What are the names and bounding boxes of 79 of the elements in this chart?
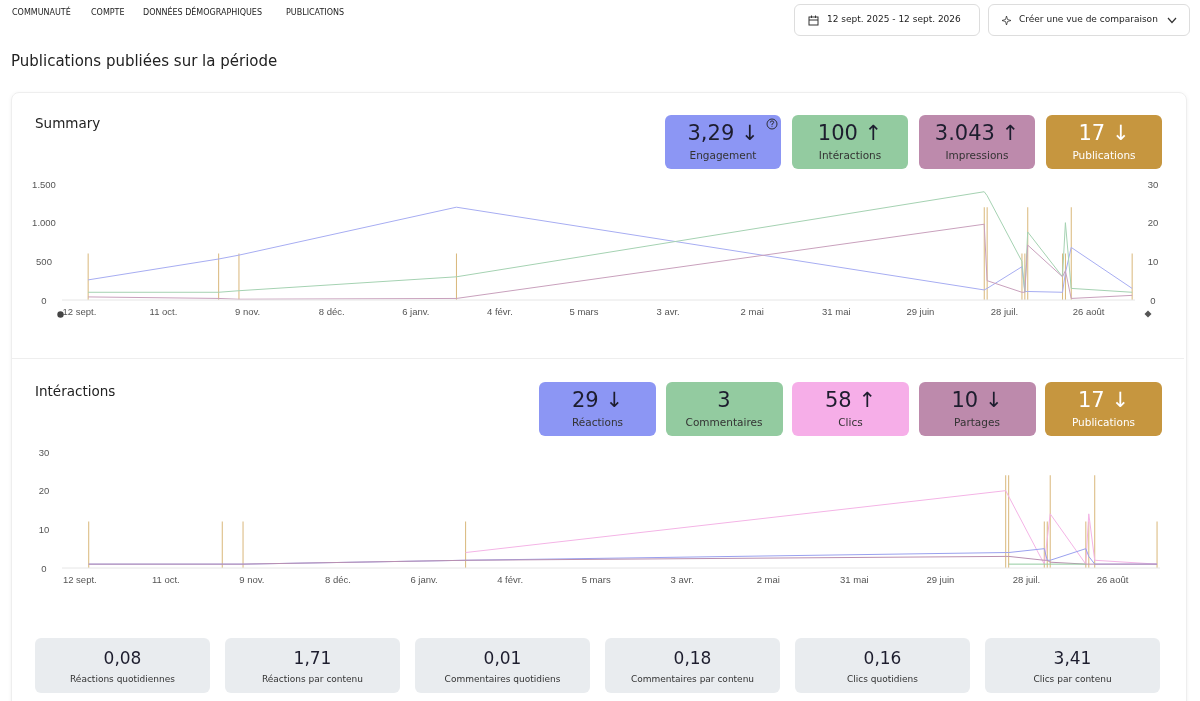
line-series (88, 555, 1158, 565)
x-tick-label: 28 juil. (990, 305, 1019, 317)
category-label: Commentaires quotidiens (443, 674, 562, 684)
line-series (87, 223, 1133, 300)
x-tick-label: 29 juin (926, 573, 955, 585)
category-label: Réactions par contenu (260, 674, 365, 684)
y-tick-label: 500 (36, 255, 52, 267)
x-tick-label: 12 sept. (62, 573, 97, 585)
category-label: Intéractions (817, 149, 883, 161)
text: PUBLICATIONS (286, 8, 345, 17)
text: 17 ↓ (1078, 388, 1129, 412)
category-label: Commentaires (684, 416, 764, 428)
x-tick-label: 9 nov. (235, 305, 261, 317)
text: Publications publiées sur la période (11, 52, 278, 70)
x-tick-label: 2 mai (740, 305, 764, 317)
x-tick-label: 9 nov. (239, 573, 265, 585)
y-tick-label: 20 (38, 485, 50, 497)
text: 29 ↓ (572, 388, 623, 412)
category-label: Impressions (944, 149, 1010, 161)
y2-tick-label: 20 (1147, 217, 1159, 229)
category-label: Publications (1070, 416, 1137, 428)
x-tick-label: 29 juin (906, 305, 935, 317)
x-tick-label: 8 déc. (325, 573, 351, 585)
x-tick-label: 6 janv. (402, 305, 430, 317)
y2-tick-label: 0 (1150, 294, 1156, 306)
y-tick-label: 10 (38, 523, 50, 535)
text: 0,01 (483, 648, 522, 668)
y-tick-label: 0 (41, 294, 47, 306)
x-tick-label: 12 sept. (62, 305, 97, 317)
x-tick-label: 4 févr. (497, 573, 524, 585)
y-tick-label: 1.500 (32, 178, 56, 190)
x-tick-label: 31 mai (840, 573, 869, 585)
category-label: Clics quotidiens (846, 674, 919, 684)
text: 10 ↓ (951, 388, 1003, 412)
x-tick-label: 28 juil. (1012, 573, 1041, 585)
x-tick-label: 5 mars (569, 305, 599, 317)
x-tick-label: 6 janv. (410, 573, 438, 585)
category-label: Partages (953, 416, 1001, 428)
x-tick-label: 2 mai (756, 573, 780, 585)
text: 3,41 (1053, 648, 1092, 668)
text: COMPTE (91, 8, 125, 17)
chart-title: Intéractions (35, 383, 116, 399)
text: 12 sept. 2025 - 12 sept. 2026 (827, 14, 961, 24)
x-tick-label: 26 août (1072, 305, 1105, 317)
x-tick-label: 11 oct. (151, 573, 180, 585)
y2-tick-label: 30 (1147, 178, 1159, 190)
text: COMMUNAUTÉ (12, 8, 71, 17)
text: 0,16 (863, 648, 902, 668)
y2-tick-label: 10 (1147, 255, 1159, 267)
text: 0,08 (103, 648, 142, 668)
category-label: Publications (1071, 149, 1137, 161)
category-label: Commentaires par contenu (629, 674, 756, 684)
y-tick-label: 30 (38, 446, 50, 458)
text: 3,29 ↓ (687, 121, 759, 145)
x-tick-label: 26 août (1096, 573, 1129, 585)
x-tick-label: 4 févr. (486, 305, 513, 317)
text: Créer une vue de comparaison (1019, 14, 1158, 24)
x-tick-label: 3 avr. (670, 573, 694, 585)
category-label: Réactions (570, 416, 625, 428)
chart-title: Summary (35, 115, 101, 131)
category-label: Réactions quotidiennes (69, 674, 176, 684)
y-tick-label: 1.000 (32, 217, 56, 229)
text: 17 ↓ (1078, 121, 1130, 145)
x-tick-label: 5 mars (581, 573, 611, 585)
category-label: Engagement (688, 149, 758, 161)
text: 0,18 (673, 648, 712, 668)
y-tick-label: 0 (41, 562, 47, 574)
x-tick-label: 31 mai (822, 305, 851, 317)
category-label: Clics par contenu (1032, 674, 1113, 684)
x-tick-label: 3 avr. (656, 305, 680, 317)
text: 3 (717, 388, 731, 412)
x-tick-label: 8 déc. (318, 305, 345, 317)
category-label: Clics (837, 416, 864, 428)
text: 3.043 ↑ (934, 121, 1020, 145)
text: 58 ↑ (825, 388, 876, 412)
text: 1,71 (293, 648, 332, 668)
x-tick-label: 11 oct. (149, 305, 178, 317)
text: DONNÉES DÉMOGRAPHIQUES (143, 8, 262, 17)
text: 100 ↑ (817, 121, 883, 145)
